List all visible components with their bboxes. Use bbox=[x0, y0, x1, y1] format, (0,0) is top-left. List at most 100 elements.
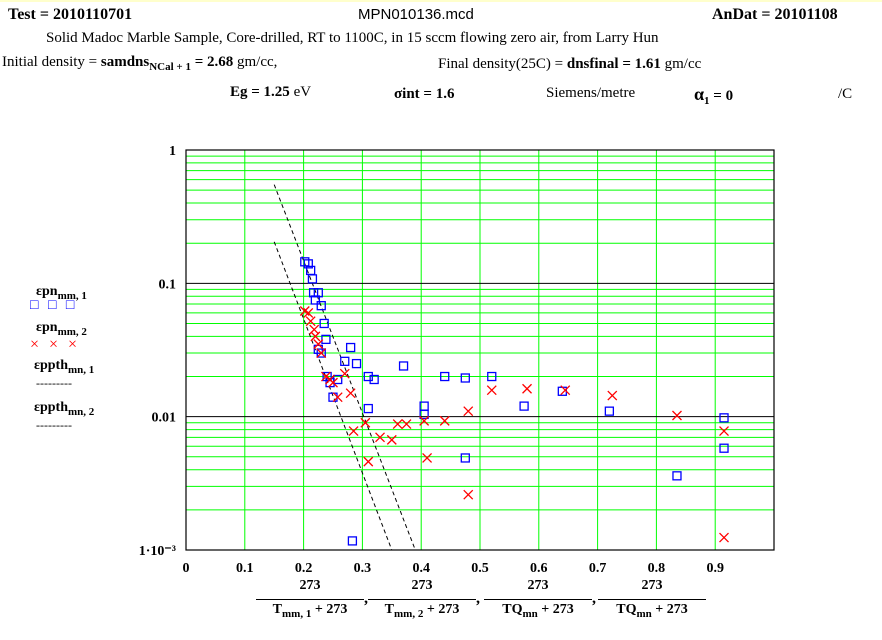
theory-line-1 bbox=[273, 184, 416, 550]
data-point-series-2 bbox=[419, 415, 430, 426]
initial-density-sub: NCal + 1 bbox=[149, 61, 191, 73]
initial-density-line: Initial density = samdnsNCal + 1 = 2.68 … bbox=[2, 54, 277, 73]
data-point-series-1 bbox=[308, 288, 319, 298]
test-label: Test = 2010110701 bbox=[8, 6, 133, 23]
data-point-series-2 bbox=[348, 426, 359, 437]
y-tick-label: 0.1 bbox=[159, 277, 177, 292]
data-point-series-1 bbox=[419, 409, 429, 420]
x-tick-label: 0.8 bbox=[648, 561, 666, 576]
data-point-series-1 bbox=[519, 401, 529, 411]
x-label-separator: , bbox=[364, 590, 368, 607]
data-point-series-1 bbox=[319, 318, 329, 329]
alpha-line: α1 = 0 bbox=[694, 84, 733, 107]
data-point-series-1 bbox=[333, 374, 343, 385]
plot-frame bbox=[185, 149, 775, 551]
x-tick-label: 0.4 bbox=[412, 561, 430, 576]
x-label-denominator: Tmm, 1 + 273 bbox=[272, 602, 348, 620]
final-density-unit: gm/cc bbox=[660, 56, 702, 72]
alpha-sub: 1 bbox=[704, 95, 710, 107]
x-label-fraction-bar bbox=[484, 599, 592, 600]
data-point-series-1 bbox=[321, 334, 331, 345]
legend-entry-1-sub: mm, 1 bbox=[57, 290, 87, 302]
data-point-series-1 bbox=[557, 386, 567, 396]
legend-entry-3-sub: mn, 1 bbox=[68, 364, 95, 376]
data-point-series-2 bbox=[339, 368, 350, 379]
data-point-series-2 bbox=[672, 410, 682, 421]
y-tick-label: 1 bbox=[169, 144, 176, 159]
x-label-separator: , bbox=[476, 590, 480, 607]
data-point-series-2 bbox=[316, 348, 327, 359]
data-point-series-2 bbox=[363, 456, 374, 467]
final-density-prefix: Final density(25C) = bbox=[438, 56, 567, 72]
data-point-series-2 bbox=[463, 489, 474, 500]
x-label-numerator: 273 bbox=[641, 578, 663, 593]
initial-density-value: = 2.68 bbox=[190, 54, 234, 70]
sigma-label: σint = 1.6 bbox=[394, 86, 455, 102]
data-point-series-1 bbox=[345, 342, 356, 353]
legend-entry-2-sub: mm, 2 bbox=[57, 326, 87, 338]
data-point-series-1 bbox=[719, 443, 729, 453]
eg-line: Eg = 1.25 eV bbox=[230, 84, 311, 101]
legend-entry-1-label: εpnmm, 1 bbox=[36, 284, 87, 302]
data-point-series-2 bbox=[463, 406, 474, 417]
x-label-denominator: TQmn + 273 bbox=[616, 602, 688, 620]
legend-entry-3-symbol: --------- bbox=[36, 376, 72, 390]
x-tick-label: 0.3 bbox=[354, 561, 372, 576]
y-tick-label: 1·10⁻³ bbox=[139, 544, 176, 559]
data-point-series-2 bbox=[313, 339, 324, 350]
data-point-series-2 bbox=[303, 307, 314, 318]
x-tick-label: 0.7 bbox=[589, 561, 607, 576]
legend-entry-1-name: εpn bbox=[36, 284, 58, 299]
legend-entry-4-symbol: --------- bbox=[36, 418, 72, 432]
file-name: MPN010136.mcd bbox=[358, 6, 474, 23]
sample-description: Solid Madoc Marble Sample, Core-drilled,… bbox=[46, 30, 659, 46]
alpha-unit: /C bbox=[838, 86, 853, 102]
data-point-series-1 bbox=[672, 471, 682, 481]
final-density-line: Final density(25C) = dnsfinal = 1.61 gm/… bbox=[438, 56, 701, 73]
x-tick-label: 0.5 bbox=[471, 561, 489, 576]
x-tick-label: 0.9 bbox=[706, 561, 724, 576]
eg-label: Eg = 1.25 bbox=[230, 84, 290, 100]
data-point-series-2 bbox=[486, 385, 497, 396]
data-point-series-1 bbox=[460, 453, 470, 463]
data-point-series-1 bbox=[440, 371, 450, 382]
top-border bbox=[0, 0, 882, 2]
legend-entry-2-name: εpn bbox=[36, 320, 58, 335]
data-point-series-2 bbox=[328, 377, 338, 388]
andat-label: AnDat = 20101108 bbox=[712, 6, 838, 23]
initial-density-unit: gm/cc, bbox=[233, 54, 278, 70]
data-point-series-1 bbox=[460, 373, 470, 383]
data-point-series-2 bbox=[392, 419, 403, 430]
data-point-series-1 bbox=[313, 288, 323, 298]
data-point-series-1 bbox=[316, 301, 326, 311]
y-tick-label: 0.01 bbox=[152, 411, 177, 426]
x-label-denominator: Tmm, 2 + 273 bbox=[384, 602, 460, 620]
data-point-series-2 bbox=[439, 415, 450, 426]
data-point-series-2 bbox=[719, 532, 729, 543]
theory-line-2 bbox=[273, 241, 393, 550]
legend-entry-1-symbol: □ □ □ bbox=[30, 298, 78, 313]
data-point-series-1 bbox=[363, 403, 373, 414]
data-point-series-2 bbox=[320, 371, 331, 382]
data-point-series-1 bbox=[398, 361, 409, 371]
data-point-series-1 bbox=[351, 358, 362, 369]
data-point-series-2 bbox=[719, 426, 729, 437]
data-point-series-2 bbox=[310, 331, 321, 342]
data-point-series-1 bbox=[316, 348, 326, 358]
x-label-fraction-bar bbox=[598, 599, 706, 600]
legend-entry-2-label: εpnmm, 2 bbox=[36, 320, 87, 338]
data-point-series-1 bbox=[369, 374, 379, 385]
x-label-separator: , bbox=[592, 590, 596, 607]
x-label-numerator: 273 bbox=[527, 578, 549, 593]
legend-entry-2-symbol: × × × bbox=[30, 336, 81, 353]
data-point-series-2 bbox=[422, 453, 433, 463]
data-point-series-2 bbox=[305, 316, 316, 327]
x-tick-label: 0.6 bbox=[530, 561, 548, 576]
data-point-series-1 bbox=[322, 371, 332, 382]
legend-entry-3-label: εppthmn, 1 bbox=[34, 358, 94, 376]
legend-entry-4-sub: mn, 2 bbox=[68, 406, 95, 418]
x-tick-label: 0 bbox=[183, 561, 190, 576]
initial-density-prefix: Initial density = bbox=[2, 54, 101, 70]
data-point-series-2 bbox=[607, 390, 618, 401]
